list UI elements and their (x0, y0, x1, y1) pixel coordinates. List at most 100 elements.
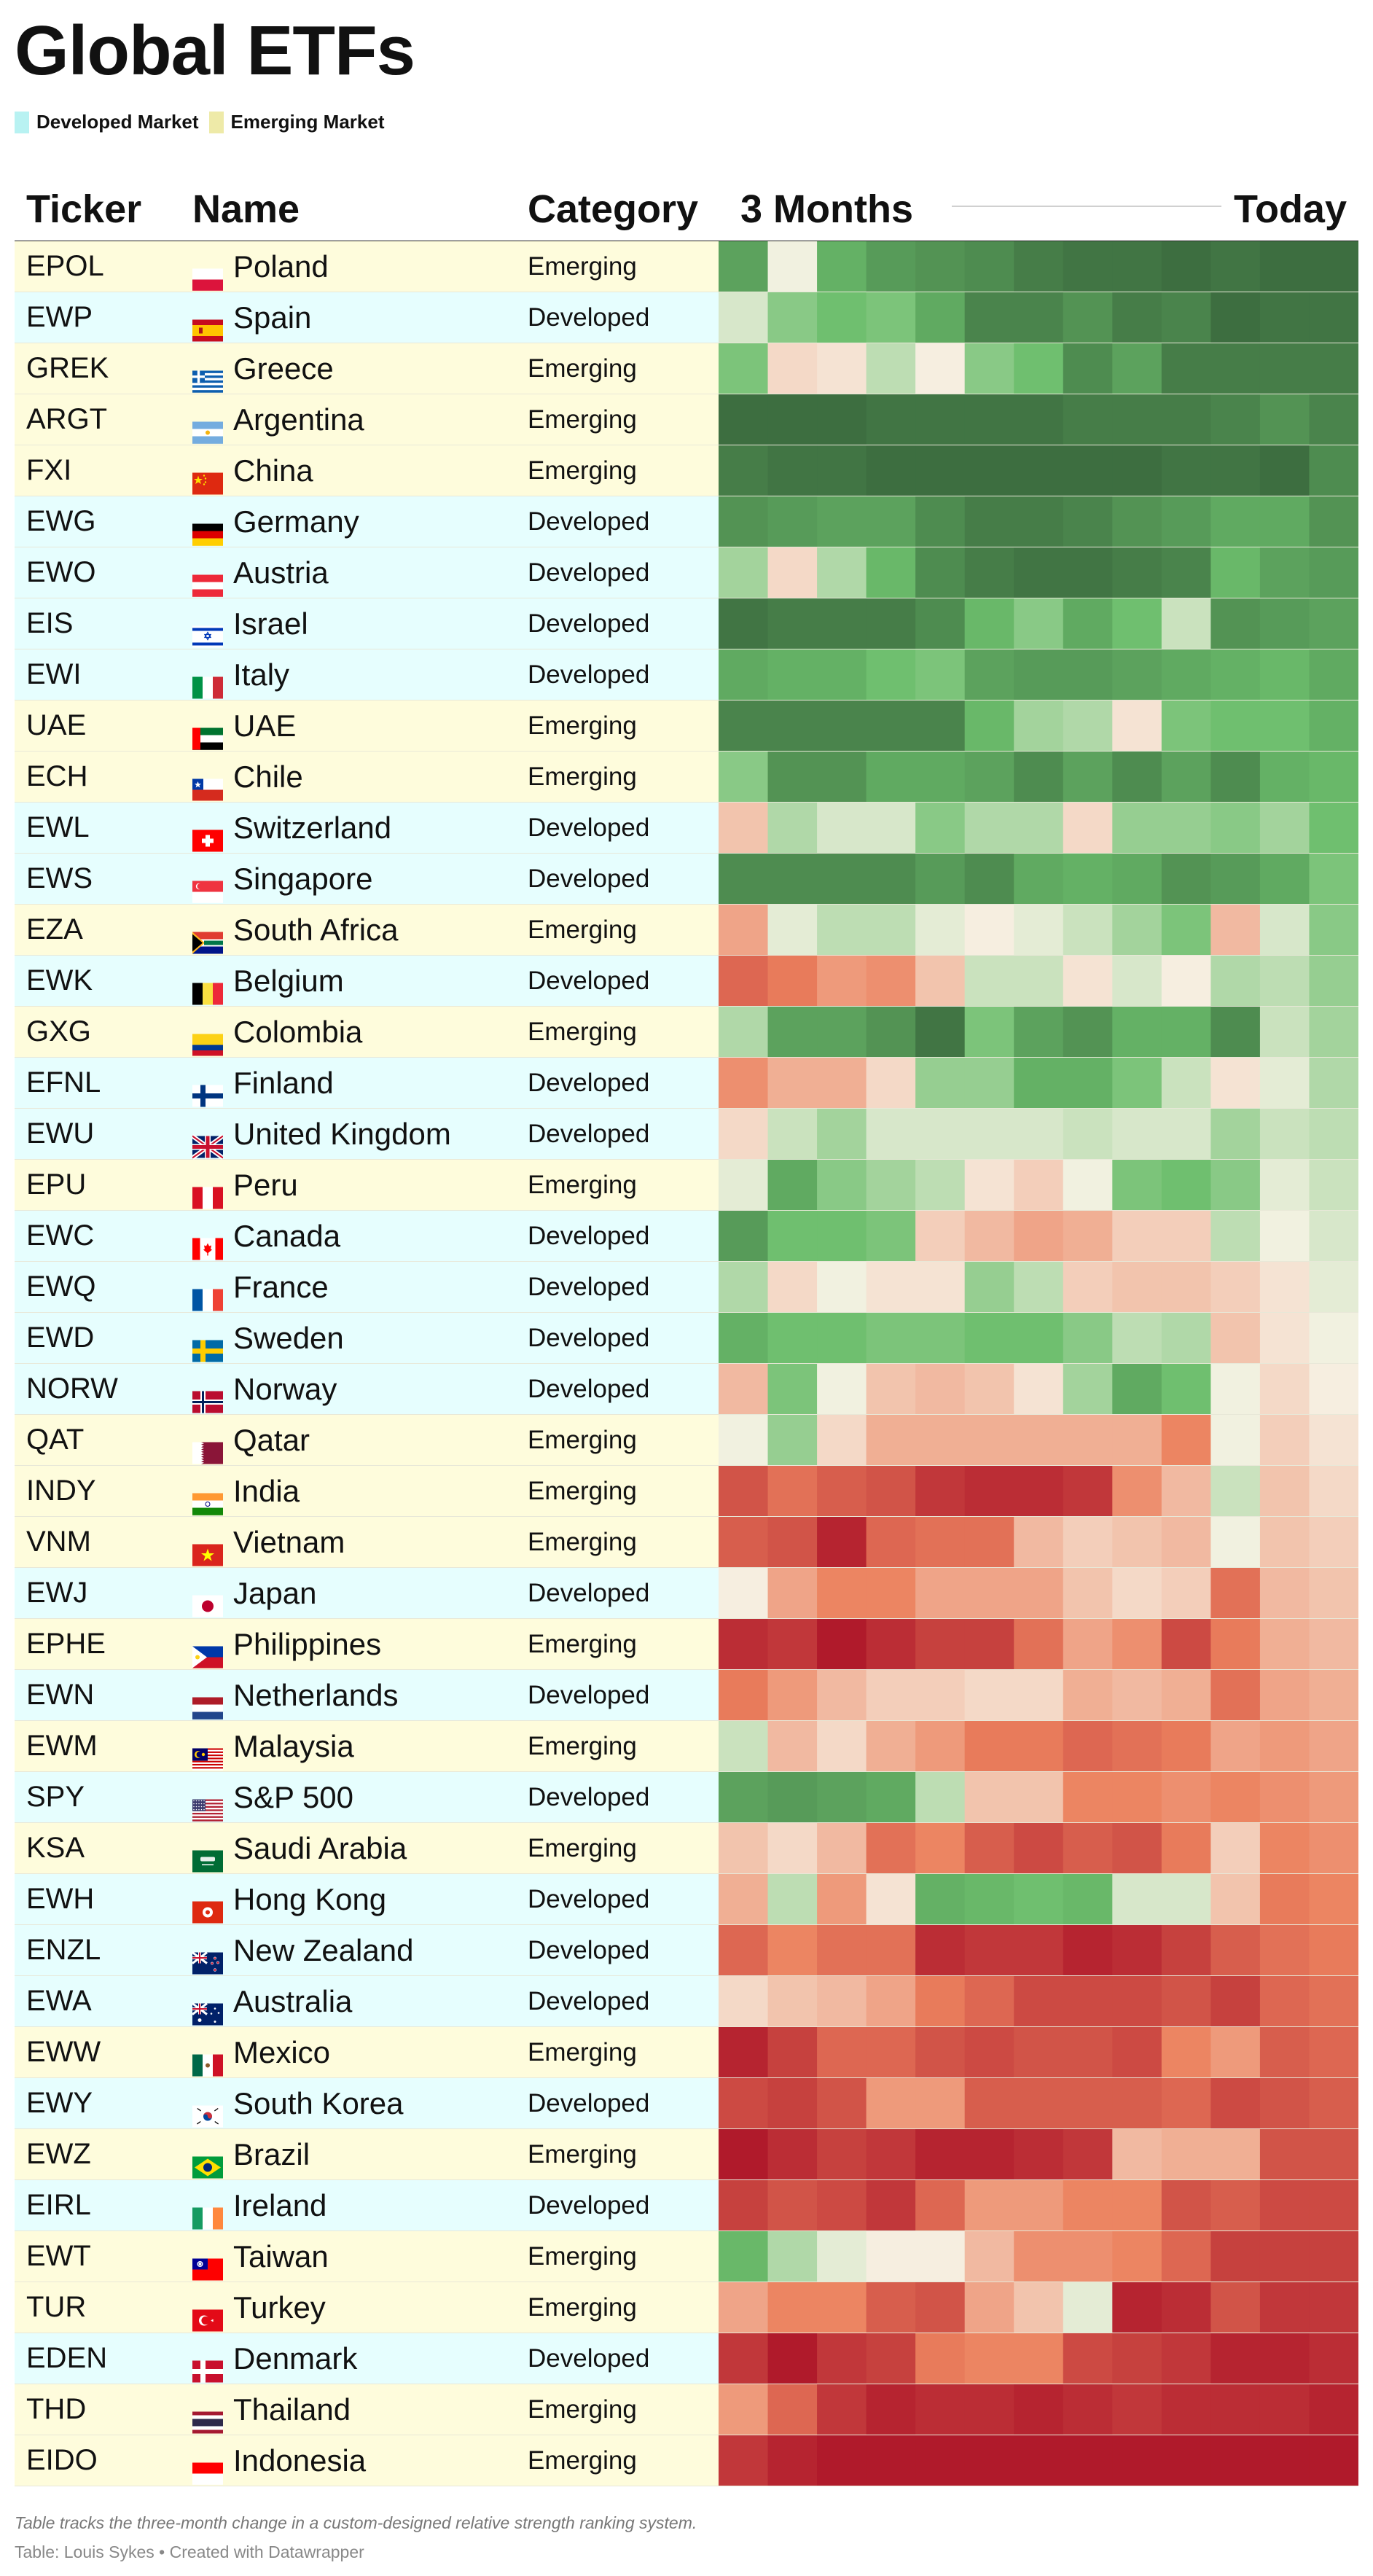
heatmap-cell (1210, 956, 1261, 1006)
table-row: GXG Colombia Emerging (15, 1007, 1358, 1058)
flag-uae-icon (192, 727, 223, 750)
heatmap-cell (915, 1262, 966, 1312)
heatmap-row (719, 803, 1358, 853)
flag-denmark-icon (192, 2360, 223, 2383)
heatmap-row (719, 1670, 1358, 1720)
heatmap-cell (1210, 1619, 1261, 1669)
ticker-cell: EWK (26, 964, 93, 996)
heatmap-row (719, 1415, 1358, 1465)
heatmap-cell (1112, 1415, 1162, 1465)
heatmap-cell (1014, 803, 1064, 853)
heatmap-cell (1014, 1364, 1064, 1414)
heatmap-cell (1259, 1364, 1310, 1414)
heatmap-cell (817, 1517, 867, 1567)
column-header-end: Today (1233, 187, 1347, 231)
ticker-cell: EWT (26, 2240, 91, 2272)
heatmap-cell (1063, 752, 1113, 802)
heatmap-cell (964, 905, 1014, 955)
category-cell: Emerging (528, 405, 637, 434)
heatmap-row (719, 2129, 1358, 2179)
heatmap-row (719, 649, 1358, 700)
heatmap-cell (915, 445, 966, 496)
heatmap-cell (1112, 2027, 1162, 2077)
table-row: ENZL New Zealand Developed (15, 1925, 1358, 1976)
category-cell: Developed (528, 1273, 650, 1301)
table-row: EWW Mexico Emerging (15, 2027, 1358, 2078)
heatmap-cell (817, 2333, 867, 2384)
ticker-cell: FXI (26, 454, 72, 486)
flag-malaysia-icon (192, 1748, 223, 1771)
heatmap-cell (719, 2282, 769, 2333)
heatmap-cell (1259, 1619, 1310, 1669)
heatmap-cell (1309, 2180, 1358, 2230)
heatmap-cell (964, 1517, 1014, 1567)
country-name-cell: UAE (233, 709, 297, 743)
heatmap-cell (866, 2333, 916, 2384)
heatmap-cell (1112, 1313, 1162, 1363)
flag-australia-icon (192, 2002, 223, 2026)
heatmap-cell (767, 2384, 818, 2435)
heatmap-cell (1259, 445, 1310, 496)
ticker-cell: EFNL (26, 1066, 101, 1098)
heatmap-cell (767, 547, 818, 598)
heatmap-cell (1014, 394, 1064, 445)
heatmap-cell (719, 1670, 769, 1720)
heatmap-cell (866, 1364, 916, 1414)
heatmap-cell (1014, 905, 1064, 955)
heatmap-cell (1063, 649, 1113, 700)
flag-philippines-icon (192, 1646, 223, 1668)
heatmap-row (719, 1109, 1358, 1159)
heatmap-cell (719, 1874, 769, 1924)
heatmap-cell (964, 752, 1014, 802)
heatmap-cell (866, 1976, 916, 2026)
category-cell: Developed (528, 609, 650, 638)
heatmap-cell (1112, 700, 1162, 751)
heatmap-cell (1014, 1925, 1064, 1975)
heatmap-cell (1210, 803, 1261, 853)
heatmap-cell (767, 905, 818, 955)
flag-new-zealand-icon (192, 1951, 223, 1975)
ticker-cell: EWI (26, 658, 82, 690)
heatmap-cell (1014, 2282, 1064, 2333)
heatmap-cell (1309, 1262, 1358, 1312)
heatmap-cell (866, 394, 916, 445)
heatmap-cell (1309, 445, 1358, 496)
heatmap-cell (767, 1874, 818, 1924)
category-cell: Emerging (528, 1171, 637, 1199)
heatmap-cell (767, 241, 818, 292)
heatmap-cell (866, 343, 916, 394)
category-cell: Developed (528, 1936, 650, 1964)
heatmap-cell (1063, 1313, 1113, 1363)
heatmap-cell (1112, 496, 1162, 547)
heatmap-cell (817, 854, 867, 904)
heatmap-cell (817, 2027, 867, 2077)
flag-poland-icon (192, 268, 223, 291)
heatmap-cell (817, 394, 867, 445)
flag-ireland-icon (192, 2207, 223, 2230)
country-name-cell: Saudi Arabia (233, 1831, 407, 1865)
heatmap-cell (1014, 1211, 1064, 1261)
heatmap-cell (1309, 2435, 1358, 2486)
heatmap-cell (1161, 1568, 1211, 1618)
country-name-cell: Taiwan (233, 2239, 329, 2273)
heatmap-cell (1063, 2384, 1113, 2435)
legend-item-developed: Developed Market (15, 111, 199, 133)
heatmap-cell (1112, 1007, 1162, 1057)
country-name-cell: Belgium (233, 964, 344, 998)
heatmap-cell (817, 2078, 867, 2128)
heatmap-cell (1210, 1874, 1261, 1924)
heatmap-cell (817, 2231, 867, 2282)
country-name-cell: Japan (233, 1576, 317, 1610)
heatmap-cell (1309, 1313, 1358, 1363)
heatmap-cell (1309, 1874, 1358, 1924)
heatmap-cell (817, 905, 867, 955)
heatmap-row (719, 1619, 1358, 1669)
heatmap-cell (1161, 394, 1211, 445)
heatmap-cell (1161, 1517, 1211, 1567)
heatmap-row (719, 1772, 1358, 1822)
heatmap-cell (866, 1058, 916, 1108)
heatmap-cell (1309, 598, 1358, 649)
heatmap-cell (1161, 496, 1211, 547)
heatmap-cell (1014, 547, 1064, 598)
table-row: UAE UAE Emerging (15, 700, 1358, 752)
